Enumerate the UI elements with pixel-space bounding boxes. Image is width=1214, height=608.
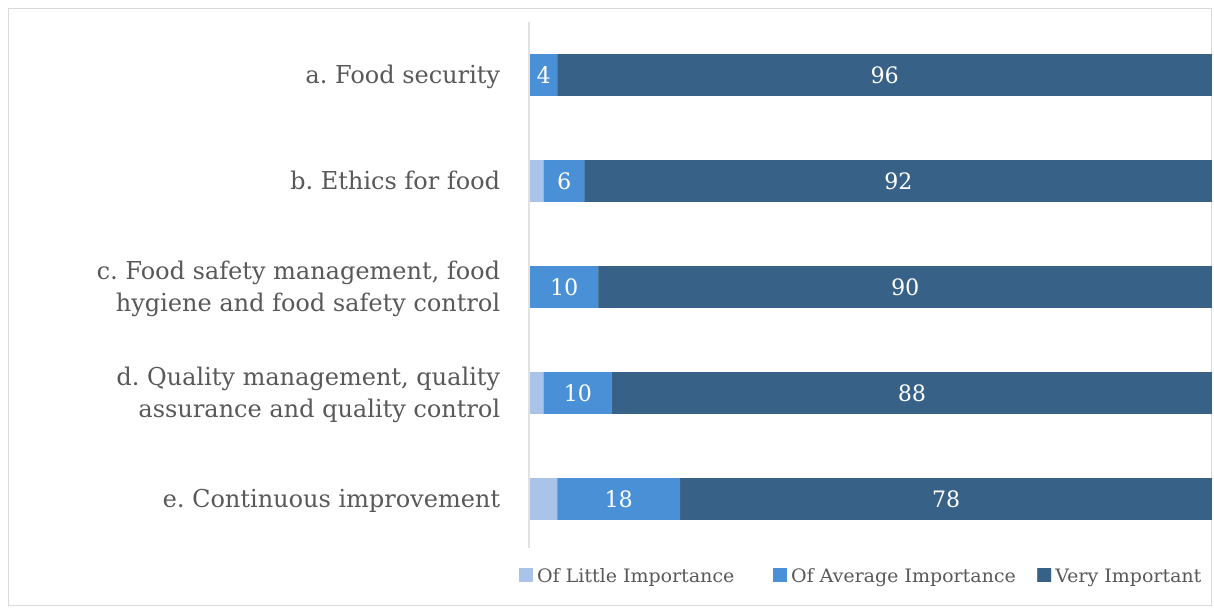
legend: Of Little Importance Of Average Importanc…	[519, 565, 1202, 587]
bar-segment	[611, 372, 1212, 414]
bar-segment	[543, 372, 612, 414]
category-label: hygiene and food safety control	[116, 289, 500, 317]
bar-segment	[530, 372, 544, 414]
legend-label: Of Little Importance	[537, 565, 734, 587]
data-label: 92	[884, 170, 912, 195]
bars-layer: 4 96 6 92 10 90 10 88 18 78	[530, 54, 1212, 520]
legend-label: Of Average Importance	[791, 565, 1016, 587]
data-label: 90	[891, 276, 919, 301]
category-label: assurance and quality control	[138, 395, 500, 423]
legend-swatch	[1037, 568, 1052, 582]
legend-swatch	[519, 568, 533, 582]
category-label: a. Food security	[305, 61, 500, 89]
data-label: 88	[898, 382, 926, 407]
bar-segment	[557, 478, 681, 520]
legend-label: Very Important	[1054, 565, 1201, 587]
legend-swatch	[773, 568, 787, 582]
category-label: c. Food safety management, food	[97, 257, 500, 285]
bar-segment	[680, 478, 1212, 520]
category-labels-layer: a. Food security b. Ethics for food c. Foo…	[97, 61, 501, 513]
bar-segment	[598, 266, 1212, 308]
data-label: 78	[932, 488, 960, 513]
bar-segment	[584, 160, 1212, 202]
data-label: 10	[564, 382, 592, 407]
bar-segment	[530, 160, 544, 202]
data-label: 18	[605, 488, 633, 513]
category-label: e. Continuous improvement	[163, 485, 501, 513]
bar-segment	[530, 266, 599, 308]
category-label: d. Quality management, quality	[116, 363, 500, 391]
bar-segment	[530, 478, 558, 520]
data-label: 6	[557, 170, 571, 195]
category-label: b. Ethics for food	[290, 167, 500, 195]
bar-segment	[557, 54, 1212, 96]
data-label: 4	[537, 64, 551, 89]
data-label: 10	[550, 276, 578, 301]
bar-segment	[543, 160, 585, 202]
data-label: 96	[871, 64, 899, 89]
bar-segment	[530, 54, 558, 96]
